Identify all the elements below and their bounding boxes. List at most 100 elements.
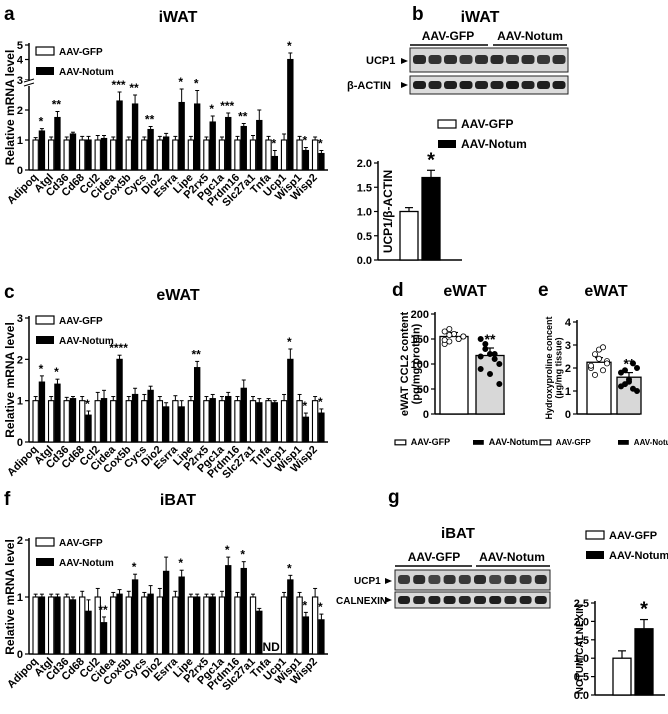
bar-aav-gfp	[250, 597, 255, 654]
data-point	[497, 381, 502, 386]
legend-g: AAV-GFP AAV-Notum	[586, 530, 668, 562]
bar-group	[64, 137, 69, 170]
bar-aav-notum	[70, 134, 75, 170]
bar-aav-gfp	[250, 140, 255, 170]
bar-group	[86, 411, 91, 442]
blot-band	[444, 55, 457, 64]
bar-group	[148, 127, 153, 171]
blot-band	[460, 81, 473, 89]
bar-aav-gfp	[157, 597, 162, 654]
bar-group	[173, 396, 178, 442]
y-tick-label: 2	[17, 535, 23, 547]
bar-group	[188, 594, 193, 654]
bar-group	[39, 129, 44, 170]
bar-group	[55, 594, 60, 654]
bar-aav-notum	[39, 131, 44, 170]
bar-aav-gfp	[281, 140, 286, 170]
bar-group	[266, 399, 271, 442]
y-axis-title: (pg/mg protein)	[411, 323, 423, 404]
bar-group	[49, 137, 54, 170]
legend-swatch-gfp	[36, 538, 54, 546]
bar-group	[219, 137, 224, 170]
bar-aav-notum	[132, 394, 137, 442]
bar-group	[39, 376, 44, 442]
bar-aav-gfp	[64, 140, 69, 170]
bar-aav-gfp	[142, 597, 147, 654]
bar-aav-notum	[117, 594, 122, 654]
blot-band	[398, 596, 410, 604]
data-point	[492, 351, 497, 356]
bar-aav-gfp	[312, 401, 317, 442]
significance-marker: ***	[220, 99, 234, 113]
bar-aav-gfp	[33, 401, 38, 442]
legend-swatch-gfp	[36, 316, 54, 324]
blot-g-row2-label: CALNEXIN	[336, 596, 387, 607]
data-point	[592, 372, 597, 377]
legend-label: AAV-GFP	[59, 47, 103, 58]
panel-title-g: iBAT	[441, 525, 475, 542]
bar-group	[117, 355, 122, 442]
y-axis-title: Relative mRNA level	[3, 539, 17, 655]
blot-band	[489, 575, 501, 584]
bar-aav-notum	[148, 390, 153, 442]
bar-aav-gfp	[219, 140, 224, 170]
bar-aav-notum	[288, 580, 293, 654]
bar-aav-notum	[39, 382, 44, 442]
bar-group	[55, 379, 60, 442]
data-point	[447, 332, 452, 337]
data-point	[492, 356, 497, 361]
bar-aav-notum	[319, 154, 324, 171]
bar-aav-gfp	[281, 401, 286, 442]
bar-group	[319, 151, 324, 171]
significance-marker: *	[303, 399, 308, 413]
bar-group	[117, 590, 122, 654]
bar-group	[95, 588, 100, 654]
bar-aav-notum	[241, 127, 246, 171]
bar-aav-notum	[163, 137, 168, 170]
bar-group	[70, 397, 75, 442]
bar-aav-notum	[288, 60, 293, 171]
significance-marker: *	[132, 560, 137, 574]
legend-label: AAV-GFP	[461, 117, 513, 131]
bar-aav-gfp	[613, 658, 631, 695]
bar-aav-gfp	[312, 597, 317, 654]
bar-aav-notum	[303, 151, 308, 171]
blot-band	[474, 596, 486, 604]
bar-group	[126, 591, 131, 654]
bar-aav-notum	[226, 397, 231, 442]
bar-group	[132, 388, 137, 442]
blot-band	[459, 575, 471, 584]
bar-group	[319, 614, 324, 654]
y-tick-label: 2	[17, 354, 23, 366]
blot-band	[413, 55, 426, 64]
bar-aav-notum	[39, 597, 44, 654]
bar-group	[142, 592, 147, 654]
bar-group	[226, 113, 231, 170]
significance-marker: *	[271, 137, 276, 151]
bar-aav-gfp	[266, 401, 271, 442]
bar-group	[173, 591, 178, 654]
bar-aav-notum	[226, 118, 231, 171]
data-point	[592, 352, 597, 357]
panel-title-d: eWAT	[443, 283, 486, 300]
significance-marker: *	[85, 397, 90, 411]
legend-swatch-gfp	[36, 47, 54, 55]
legend-swatch-gfp	[438, 120, 456, 128]
western-blot-b: AAV-GFP AAV-Notum UCP1 β-ACTIN	[347, 29, 568, 94]
bar-aav-notum	[241, 569, 246, 655]
blot-band	[459, 596, 471, 604]
bar-group	[80, 136, 85, 170]
bar-group	[235, 592, 240, 654]
y-tick-label: 3	[565, 340, 571, 352]
legend-swatch-notum	[36, 336, 54, 344]
blot-band	[553, 55, 566, 64]
bar-group	[49, 594, 54, 654]
panel-letter-g: g	[388, 487, 400, 508]
bar-aav-notum	[55, 384, 60, 442]
blot-band	[398, 575, 410, 584]
bar-group	[210, 116, 215, 170]
blot-b-row2-label: β-ACTIN	[347, 80, 391, 92]
blot-band	[535, 575, 547, 584]
bar-group	[297, 592, 302, 654]
bar-group	[157, 136, 162, 170]
